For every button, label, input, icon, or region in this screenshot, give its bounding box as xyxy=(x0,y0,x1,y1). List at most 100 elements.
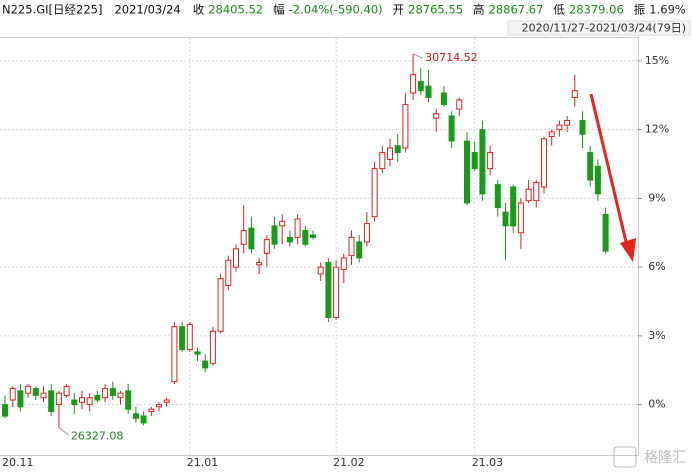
field-value: 28765.55 xyxy=(408,3,463,17)
candle-body xyxy=(548,131,555,138)
plot: 0% 3% 6% 9% 12% 15% 20.11 21.01 21.02 21.03 30714.… xyxy=(0,38,669,469)
candle-body xyxy=(71,399,78,406)
field-label: 低 xyxy=(553,3,565,17)
y-tick-label: 12% xyxy=(645,123,669,136)
candle-body xyxy=(302,229,309,245)
candle-body xyxy=(148,408,155,412)
candle-body xyxy=(564,119,571,126)
range-box xyxy=(507,20,691,36)
candle-body xyxy=(502,211,509,227)
candle-body xyxy=(394,145,401,154)
candle-body xyxy=(55,392,62,406)
min-label: 26327.08 xyxy=(71,430,124,443)
candle-body xyxy=(271,225,278,245)
range-text: 2020/11/27-2021/03/24(79日) xyxy=(522,22,686,35)
candle-body xyxy=(286,236,293,243)
candle-body xyxy=(294,218,301,238)
field-value: -2.04%(-590.40) xyxy=(289,3,383,17)
candle-body xyxy=(225,259,232,286)
watermark-logo xyxy=(613,446,637,468)
candle-body xyxy=(317,266,324,275)
date: 2021/03/24 xyxy=(114,3,180,17)
max-pointer xyxy=(412,53,424,59)
candle-body xyxy=(202,360,209,369)
field-label: 收 xyxy=(193,3,205,17)
candle-body xyxy=(194,351,201,355)
field-label: 开 xyxy=(393,3,405,17)
candle-body xyxy=(163,399,170,403)
candle-body xyxy=(171,326,178,383)
candle-body xyxy=(410,74,417,94)
candle-body xyxy=(340,257,347,270)
x-tick-label: 21.02 xyxy=(333,456,365,469)
candle-body xyxy=(433,113,440,119)
candle-body xyxy=(333,266,340,319)
candle-body xyxy=(9,388,16,401)
y-tick-label: 3% xyxy=(648,329,665,342)
watermark: 格隆汇 xyxy=(613,446,686,468)
candle-body xyxy=(263,239,270,254)
candle-body xyxy=(587,152,594,181)
max-label: 30714.52 xyxy=(425,51,478,64)
candle-body xyxy=(541,138,547,188)
candle-body xyxy=(132,413,139,419)
candle-body xyxy=(379,152,386,170)
candle-body xyxy=(217,278,224,332)
y-tick-label: 0% xyxy=(648,398,665,411)
field-label: 幅 xyxy=(273,3,285,17)
candle-body xyxy=(186,323,193,351)
candle-body xyxy=(594,165,601,195)
trend-arrow xyxy=(589,93,629,247)
candle-body xyxy=(86,397,93,406)
candle-body xyxy=(79,397,85,403)
candle-body xyxy=(525,188,532,202)
candle-body xyxy=(571,90,578,99)
x-tick-label: 20.11 xyxy=(2,456,34,469)
candle-body xyxy=(494,184,501,209)
candle-body xyxy=(94,394,101,401)
candle-body xyxy=(348,236,355,257)
field-label: 振 xyxy=(634,3,646,17)
candle-body xyxy=(479,129,486,195)
candle-body xyxy=(240,229,247,245)
trend-arrow-head xyxy=(620,238,636,262)
candle-body xyxy=(471,152,478,170)
candle-body xyxy=(17,390,24,408)
candle-body xyxy=(417,81,424,92)
candle-body xyxy=(279,220,286,227)
x-tick-label: 21.03 xyxy=(472,456,504,469)
candle-body xyxy=(40,392,47,399)
field-value: 28867.67 xyxy=(489,3,544,17)
candle-body xyxy=(448,115,455,142)
candle-body xyxy=(256,262,263,266)
candle-body xyxy=(579,119,586,135)
candle-body xyxy=(363,223,370,243)
candle-body xyxy=(487,152,494,170)
candle-body xyxy=(402,103,409,149)
y-tick-label: 15% xyxy=(645,54,669,67)
candle-body xyxy=(248,227,255,250)
candle-body xyxy=(517,202,524,234)
watermark-text: 格隆汇 xyxy=(644,450,686,466)
candle-body xyxy=(440,92,447,105)
candle-body xyxy=(602,213,609,252)
candle-body xyxy=(109,388,116,396)
candle-body xyxy=(63,385,70,396)
candle-body xyxy=(125,390,132,410)
candle-body xyxy=(456,99,463,110)
candle-body xyxy=(233,248,239,268)
candle-body xyxy=(25,385,32,394)
candle-body xyxy=(510,186,517,227)
candle-body xyxy=(556,124,563,131)
candle-body xyxy=(325,262,332,319)
field-value: 28405.52 xyxy=(208,3,263,17)
candle-body xyxy=(356,241,363,259)
candle-body xyxy=(533,181,540,202)
field-label: 高 xyxy=(473,3,485,17)
candle-body xyxy=(387,147,393,160)
candle-body xyxy=(32,388,39,396)
field-value: 1.69% xyxy=(649,3,686,17)
